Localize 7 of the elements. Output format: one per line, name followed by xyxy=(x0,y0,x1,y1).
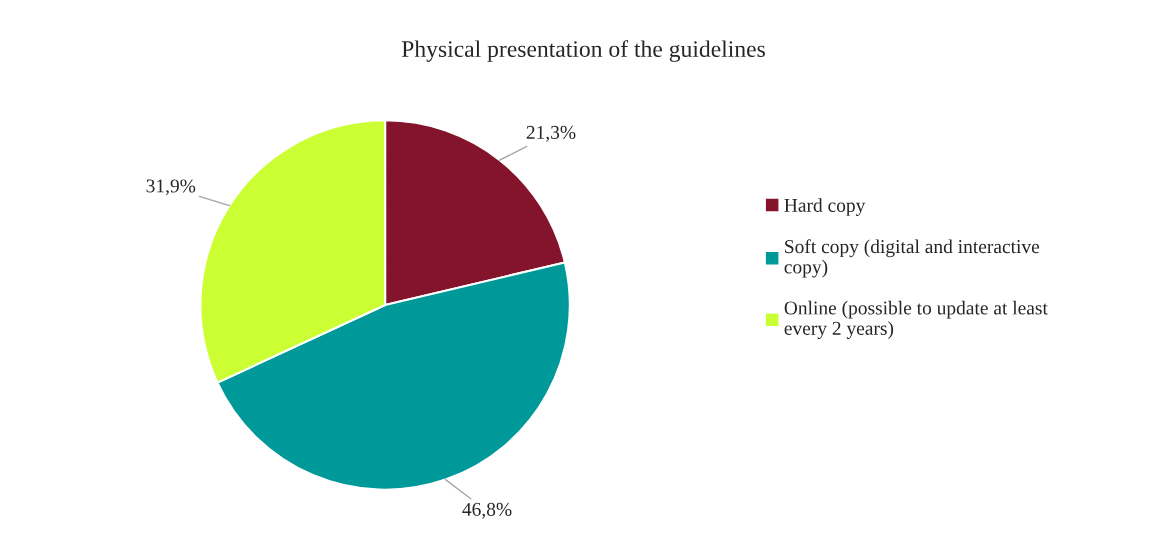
legend-label: Hard copy xyxy=(784,198,866,216)
data-label: 46,8% xyxy=(462,502,512,519)
data-label: 31,9% xyxy=(146,179,196,196)
legend-label: Online (possible to update at least every 2 years) xyxy=(784,300,1048,339)
legend-label: Soft copy (digital and interactive copy) xyxy=(784,239,1040,278)
data-label: 21,3% xyxy=(526,125,576,142)
chart-title: Physical presentation of the guidelines xyxy=(401,40,765,62)
